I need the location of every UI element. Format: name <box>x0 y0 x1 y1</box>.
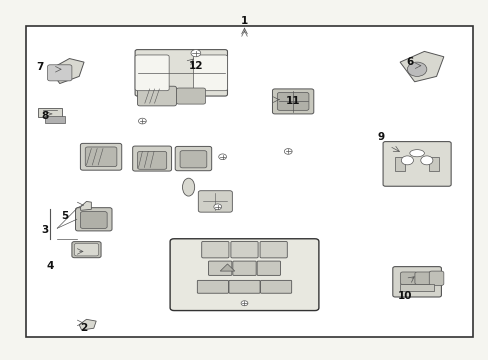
FancyBboxPatch shape <box>277 93 308 111</box>
Bar <box>45 116 64 123</box>
FancyBboxPatch shape <box>198 191 232 212</box>
FancyBboxPatch shape <box>175 147 211 171</box>
Text: 6: 6 <box>406 57 412 67</box>
Circle shape <box>191 50 201 57</box>
FancyBboxPatch shape <box>137 86 176 106</box>
Ellipse shape <box>409 150 424 157</box>
Text: 11: 11 <box>285 96 300 107</box>
Circle shape <box>284 149 291 154</box>
Bar <box>399 284 433 292</box>
Ellipse shape <box>420 156 432 165</box>
FancyBboxPatch shape <box>428 271 443 285</box>
FancyBboxPatch shape <box>228 280 260 293</box>
Circle shape <box>241 301 247 306</box>
Text: 7: 7 <box>37 63 44 72</box>
Text: 9: 9 <box>376 132 384 142</box>
Polygon shape <box>50 59 84 84</box>
FancyBboxPatch shape <box>382 141 450 186</box>
Text: 10: 10 <box>397 291 411 301</box>
Text: 1: 1 <box>241 16 247 26</box>
FancyBboxPatch shape <box>208 261 231 275</box>
Circle shape <box>138 118 146 124</box>
Polygon shape <box>81 202 91 210</box>
Polygon shape <box>399 51 443 82</box>
FancyBboxPatch shape <box>135 50 227 96</box>
FancyBboxPatch shape <box>197 280 228 293</box>
Bar <box>394 157 404 171</box>
FancyBboxPatch shape <box>260 280 291 293</box>
FancyBboxPatch shape <box>232 261 256 275</box>
Text: 4: 4 <box>46 261 54 271</box>
FancyBboxPatch shape <box>257 261 280 275</box>
FancyBboxPatch shape <box>400 272 416 284</box>
FancyBboxPatch shape <box>135 55 169 91</box>
FancyBboxPatch shape <box>201 242 228 258</box>
FancyBboxPatch shape <box>74 243 99 256</box>
Polygon shape <box>220 264 234 271</box>
Ellipse shape <box>182 178 194 196</box>
FancyBboxPatch shape <box>75 208 112 231</box>
Text: 8: 8 <box>41 111 49 121</box>
FancyBboxPatch shape <box>80 212 107 228</box>
Text: 12: 12 <box>188 61 203 71</box>
Bar <box>428 157 438 171</box>
FancyBboxPatch shape <box>272 89 313 114</box>
FancyBboxPatch shape <box>176 88 205 104</box>
FancyBboxPatch shape <box>260 242 287 258</box>
FancyBboxPatch shape <box>80 143 122 170</box>
Ellipse shape <box>407 62 426 76</box>
Bar <box>38 108 62 117</box>
Ellipse shape <box>401 156 413 165</box>
FancyBboxPatch shape <box>170 239 318 311</box>
Circle shape <box>213 204 221 210</box>
FancyBboxPatch shape <box>47 65 72 81</box>
FancyBboxPatch shape <box>132 146 171 171</box>
FancyBboxPatch shape <box>230 242 258 258</box>
FancyBboxPatch shape <box>72 242 101 258</box>
FancyBboxPatch shape <box>392 267 441 297</box>
FancyBboxPatch shape <box>180 151 206 168</box>
FancyBboxPatch shape <box>85 147 117 167</box>
FancyBboxPatch shape <box>193 55 227 91</box>
Circle shape <box>218 154 226 159</box>
Polygon shape <box>79 319 96 330</box>
FancyBboxPatch shape <box>137 152 166 169</box>
FancyBboxPatch shape <box>414 272 431 284</box>
Bar <box>26 26 472 337</box>
Text: 2: 2 <box>80 323 87 333</box>
Text: 5: 5 <box>61 211 68 221</box>
Text: 3: 3 <box>41 225 49 235</box>
